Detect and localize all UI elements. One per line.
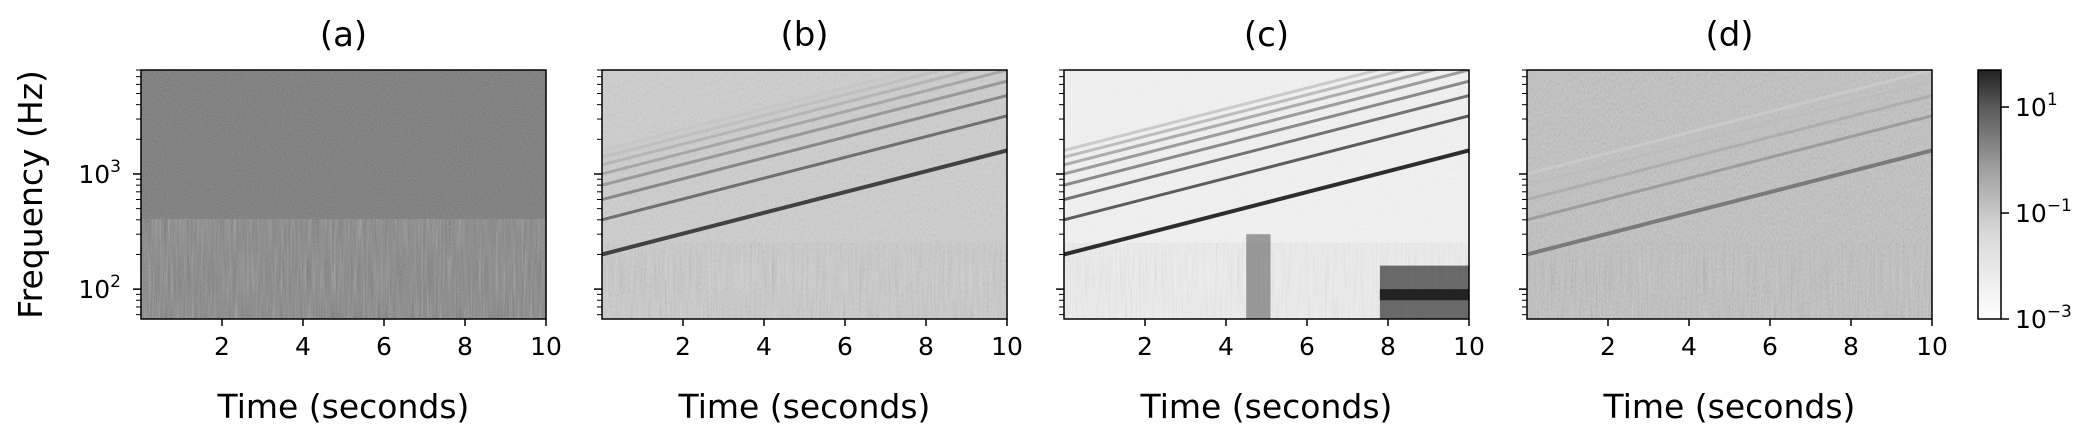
x-tick-label: 10 [1916,332,1948,361]
low-band-texture [1527,243,1932,319]
x-tick-label: 4 [756,332,772,361]
panel-c: (c) 2 4 6 8 10 Time (seconds) [1056,15,1485,426]
harmonic-line [1527,94,1932,201]
harmonic-line [602,70,922,152]
x-tick-label: 4 [1681,332,1697,361]
colorbar-tick-label: 10−1 [2015,196,2072,228]
x-tick-label: 2 [1137,332,1153,361]
colorbar: 101 10−1 10−3 [1977,69,2072,334]
spectrogram-image [1064,70,1469,319]
harmonic-line [1527,70,1932,176]
panel-d: (d) 2 4 6 8 10 Time (seconds) [1519,15,1948,426]
spectrogram-image [1527,70,1932,319]
x-axis-label: Time (seconds) [1603,387,1856,426]
colorbar-tick-label: 10−3 [2015,302,2072,334]
harmonic-line [1064,79,1469,187]
harmonic-line [1527,114,1932,222]
x-tick-label: 2 [675,332,691,361]
low-frequency-band [1379,289,1469,301]
harmonic-line [602,70,978,167]
x-tick-label: 2 [214,332,230,361]
x-tick-label: 6 [1762,332,1778,361]
plot-frame [601,69,1008,320]
panel-title: (d) [1705,15,1753,55]
x-axis-label: Time (seconds) [1140,387,1393,426]
low-band-texture [602,243,1007,319]
harmonic-line [1064,114,1469,222]
spectrogram-image [602,70,1007,319]
colorbar-gradient [1978,70,2001,319]
panel-b: (b) 2 4 6 8 10 Time (seconds) [594,15,1023,426]
panel-a: (a) 2 4 6 8 10 Time (seconds) 102 103 Frequency (… [11,15,562,426]
x-tick-label: 10 [991,332,1023,361]
harmonic-line [1064,70,1440,167]
x-tick-label: 6 [837,332,853,361]
colorbar-frame [1977,69,2002,320]
harmonic-line [602,79,1007,187]
colorbar-tick-label: 101 [2015,90,2058,122]
harmonic-line [1064,94,1469,201]
panel-title: (a) [320,15,367,55]
spectrogram-image [141,70,546,319]
plot-frame [1526,69,1933,320]
harmonic-line [602,70,1007,176]
x-axis-label: Time (seconds) [217,387,470,426]
y-axis-label: Frequency (Hz) [11,70,50,319]
x-tick-label: 8 [1380,332,1396,361]
plot-frame [1063,69,1470,320]
harmonic-line [1527,148,1932,257]
harmonic-line [602,94,1007,201]
plot-frame [140,69,547,320]
harmonic-line [602,114,1007,222]
harmonic-line [1527,79,1932,187]
x-tick-label: 6 [1299,332,1315,361]
y-tick-label: 103 [78,157,121,189]
harmonic-line [1064,70,1384,152]
y-tick-label: 102 [78,272,121,304]
x-axis-label: Time (seconds) [678,387,931,426]
x-tick-label: 8 [918,332,934,361]
x-tick-label: 2 [1600,332,1616,361]
low-band-texture [141,219,546,319]
x-tick-label: 4 [295,332,311,361]
x-tick-label: 10 [1453,332,1485,361]
harmonic-line [1064,70,1469,176]
x-tick-label: 8 [1843,332,1859,361]
x-tick-label: 6 [376,332,392,361]
panel-title: (c) [1244,15,1289,55]
x-tick-label: 4 [1218,332,1234,361]
harmonic-line [602,148,1007,257]
harmonic-line [1064,148,1469,257]
x-tick-label: 10 [530,332,562,361]
panel-title: (b) [780,15,828,55]
x-tick-label: 8 [457,332,473,361]
transient-burst [1246,234,1271,319]
